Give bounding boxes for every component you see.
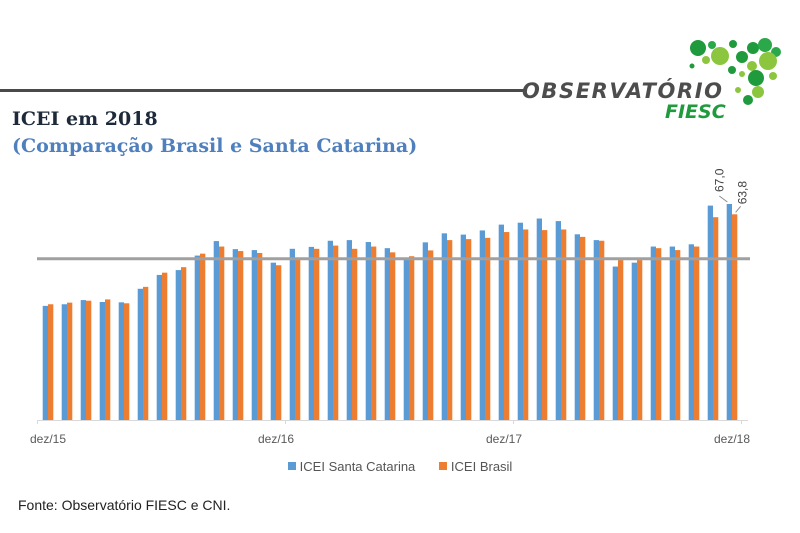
bar-santa-catarina xyxy=(479,230,485,420)
bar-brasil xyxy=(637,260,643,420)
x-tick-label: dez/16 xyxy=(258,432,294,446)
bar-santa-catarina xyxy=(688,244,694,420)
bar-santa-catarina xyxy=(61,304,67,420)
bar-santa-catarina xyxy=(251,250,257,420)
bar-santa-catarina xyxy=(612,266,618,420)
bar-santa-catarina xyxy=(555,221,561,420)
bar-santa-catarina xyxy=(631,262,637,420)
bar-brasil xyxy=(333,245,339,420)
bar-santa-catarina xyxy=(460,234,466,420)
header-rule xyxy=(0,89,525,92)
bar-santa-catarina xyxy=(707,205,713,420)
page-subtitle: (Comparação Brasil e Santa Catarina) xyxy=(12,135,418,157)
bar-brasil xyxy=(466,239,472,420)
bar-santa-catarina xyxy=(42,305,48,420)
legend-label-sc: ICEI Santa Catarina xyxy=(299,458,416,474)
legend-swatch-br xyxy=(438,462,447,470)
chart-legend: ICEI Santa Catarina ICEI Brasil xyxy=(0,458,800,474)
bar-santa-catarina xyxy=(80,300,86,420)
bar-brasil xyxy=(124,303,130,420)
bar-brasil xyxy=(656,248,662,420)
legend-item-br: ICEI Brasil xyxy=(438,458,513,474)
bar-santa-catarina xyxy=(175,270,181,420)
legend-item-sc: ICEI Santa Catarina xyxy=(287,458,416,474)
bar-santa-catarina xyxy=(726,203,732,420)
bar-santa-catarina xyxy=(118,302,124,420)
bar-brasil xyxy=(48,304,54,420)
bar-brasil xyxy=(390,252,396,420)
bar-brasil xyxy=(238,251,244,420)
bar-santa-catarina xyxy=(365,242,371,420)
bar-santa-catarina xyxy=(422,242,428,420)
bar-brasil xyxy=(428,250,434,420)
bar-santa-catarina xyxy=(194,255,200,420)
bar-brasil xyxy=(523,229,529,420)
bar-brasil xyxy=(219,246,225,420)
bar-santa-catarina xyxy=(156,274,162,420)
bar-brasil xyxy=(447,240,453,420)
data-label-leader xyxy=(735,205,742,213)
bar-brasil xyxy=(181,267,187,420)
dots-icon xyxy=(689,38,781,105)
bar-brasil xyxy=(200,253,206,420)
logo-text: OBSERVATÓRIO xyxy=(522,78,722,103)
bar-brasil xyxy=(713,217,719,420)
data-label-br: 63,8 xyxy=(736,181,750,205)
bar-brasil xyxy=(694,246,700,420)
bar-brasil xyxy=(314,248,320,420)
bar-santa-catarina xyxy=(308,246,314,420)
observatorio-fiesc-logo: OBSERVATÓRIO FIESC xyxy=(522,38,781,123)
bar-brasil xyxy=(162,272,168,420)
bar-santa-catarina xyxy=(441,233,447,420)
bar-santa-catarina xyxy=(384,248,390,420)
data-label-sc: 67,0 xyxy=(712,168,726,192)
bar-brasil xyxy=(371,246,377,420)
source-note: Fonte: Observatório FIESC e CNI. xyxy=(18,497,231,513)
bar-brasil xyxy=(143,286,149,420)
bar-santa-catarina xyxy=(289,248,295,420)
bar-santa-catarina xyxy=(536,218,542,420)
bar-santa-catarina xyxy=(498,224,504,420)
bar-santa-catarina xyxy=(327,240,333,420)
logo-subtext: FIESC xyxy=(665,101,726,123)
bar-brasil xyxy=(580,236,586,420)
bar-brasil xyxy=(485,237,491,420)
bar-brasil xyxy=(599,240,605,420)
bar-santa-catarina xyxy=(517,222,523,420)
bar-santa-catarina xyxy=(403,258,409,420)
bar-brasil xyxy=(618,260,624,420)
bar-santa-catarina xyxy=(99,302,105,420)
bar-brasil xyxy=(542,230,548,420)
bar-santa-catarina xyxy=(669,246,675,420)
bar-brasil xyxy=(732,214,738,420)
bar-brasil xyxy=(67,302,73,420)
bar-brasil xyxy=(295,259,301,420)
legend-swatch-sc xyxy=(287,462,296,470)
bar-brasil xyxy=(257,252,263,420)
bar-brasil xyxy=(504,232,510,420)
bar-santa-catarina xyxy=(213,241,219,420)
x-tick-label: dez/18 xyxy=(714,432,750,446)
bar-brasil xyxy=(675,250,681,420)
bar-brasil xyxy=(105,299,111,420)
bar-santa-catarina xyxy=(574,234,580,420)
bar-brasil xyxy=(561,229,567,420)
bar-santa-catarina xyxy=(650,246,656,420)
x-tick-label: dez/15 xyxy=(30,432,66,446)
bar-santa-catarina xyxy=(346,240,352,420)
legend-label-br: ICEI Brasil xyxy=(450,458,513,474)
bar-santa-catarina xyxy=(593,240,599,420)
bar-santa-catarina xyxy=(270,262,276,420)
bar-brasil xyxy=(276,265,282,420)
page-title: ICEI em 2018 xyxy=(12,108,158,130)
bar-brasil xyxy=(409,256,415,420)
bar-brasil xyxy=(86,300,92,420)
bar-santa-catarina xyxy=(137,288,143,420)
bar-chart: dez/15 dez/16 dez/17 dez/18 67,0 63,8 xyxy=(30,168,750,446)
bar-brasil xyxy=(352,248,358,420)
x-tick-label: dez/17 xyxy=(486,432,522,446)
data-label-leader xyxy=(719,195,728,203)
bar-santa-catarina xyxy=(232,249,238,420)
